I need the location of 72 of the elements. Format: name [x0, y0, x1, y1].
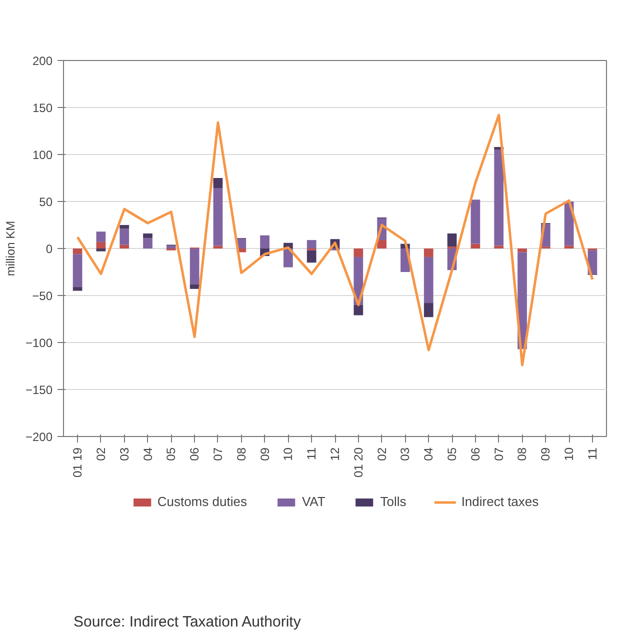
x-tick-label: 09 [258, 447, 272, 461]
legend-label: Indirect taxes [461, 494, 539, 509]
bar [564, 246, 574, 248]
x-tick-label: 04 [140, 447, 155, 461]
bar [306, 240, 316, 248]
x-tick-label: 06 [468, 447, 482, 461]
x-tick-label: 02 [94, 447, 108, 461]
line-series [76, 114, 594, 366]
source-note: Source: Indirect Taxation Authority [74, 614, 302, 630]
bar [143, 238, 152, 248]
bar [213, 188, 223, 246]
x-tick-label: 09 [538, 447, 553, 461]
x-tick-label: 05 [164, 447, 178, 461]
y-axis-title: million KM [3, 220, 18, 276]
x-tick-label: 01 19 [70, 447, 85, 478]
bar [166, 246, 176, 248]
bar [470, 244, 480, 248]
bar [377, 240, 386, 248]
bar [96, 232, 106, 242]
x-tick-label: 02 [374, 447, 389, 461]
bar [470, 200, 480, 244]
legend-label: Tolls [380, 494, 406, 509]
y-tick-label: −200 [25, 430, 53, 444]
bar [447, 233, 457, 247]
x-tick-label: 08 [234, 447, 248, 461]
bar [424, 303, 434, 318]
bar [143, 233, 152, 238]
bar [354, 304, 364, 316]
y-tick-label: 0 [46, 242, 53, 256]
bar [72, 254, 82, 288]
bar [72, 287, 82, 291]
bar [120, 225, 130, 229]
bar [518, 248, 527, 252]
bar [260, 235, 270, 248]
bar [306, 250, 316, 263]
bar [96, 248, 106, 252]
x-tick-label: 06 [188, 447, 202, 461]
bar [120, 228, 130, 245]
bar [213, 178, 223, 188]
bar [494, 150, 504, 246]
y-tick-label: −50 [32, 289, 53, 303]
y-tick-label: 150 [32, 101, 53, 115]
x-tick-label: 03 [398, 447, 412, 461]
y-tick-label: −150 [25, 383, 53, 397]
y-tick-label: 50 [39, 195, 53, 209]
x-tick-label: 03 [117, 447, 132, 461]
bar [190, 284, 200, 289]
x-tick-label: 10 [281, 447, 296, 461]
bar [494, 246, 504, 248]
x-tick-label: 07 [492, 447, 506, 461]
y-tick-label: −100 [25, 336, 53, 350]
bar [96, 242, 106, 248]
x-tick-label: 12 [328, 447, 342, 461]
bar [190, 248, 200, 284]
bar [424, 248, 434, 257]
legend-label: Customs duties [157, 494, 247, 509]
x-tick-label: 01 20 [351, 447, 366, 478]
bar [354, 248, 364, 257]
x-tick-label: 05 [445, 447, 460, 461]
x-tick-label: 10 [562, 447, 576, 461]
x-tick-label: 04 [422, 447, 436, 461]
bar [120, 244, 130, 248]
bar [213, 246, 223, 248]
bar [424, 256, 434, 304]
y-tick-label: 200 [32, 54, 53, 68]
x-tick-label: 11 [585, 447, 600, 460]
legend-label: VAT [302, 494, 326, 509]
y-tick-label: 100 [32, 148, 53, 162]
x-tick-label: 07 [210, 447, 225, 461]
x-tick-label: 08 [515, 447, 530, 461]
bar [72, 248, 82, 254]
x-tick-label: 11 [304, 447, 319, 460]
